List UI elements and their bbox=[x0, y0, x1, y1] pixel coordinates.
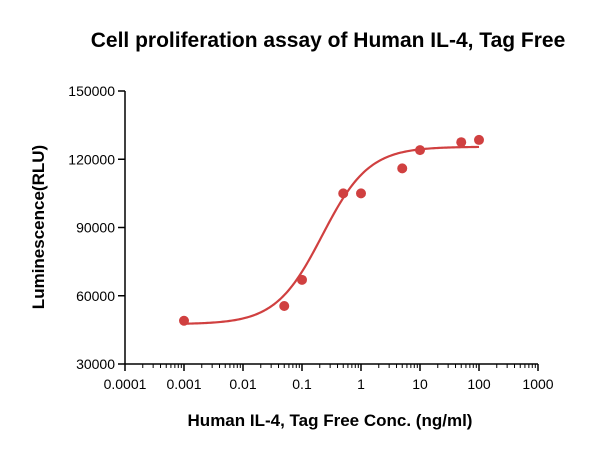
y-tick-label: 150000 bbox=[68, 83, 115, 99]
y-axis-title: Luminescence(RLU) bbox=[29, 145, 48, 309]
data-point bbox=[338, 188, 349, 199]
data-point bbox=[474, 134, 484, 145]
x-tick-label: 0.01 bbox=[229, 376, 256, 392]
y-tick-label: 120000 bbox=[68, 151, 115, 167]
x-tick-label: 100 bbox=[467, 376, 491, 392]
y-axis-ticks: 30000 60000 90000 120000 150000 bbox=[68, 83, 125, 372]
fit-curve bbox=[183, 145, 480, 325]
data-point bbox=[297, 274, 307, 285]
x-tick-label: 1000 bbox=[522, 376, 553, 392]
data-points bbox=[179, 134, 484, 326]
x-tick-label: 0.0001 bbox=[104, 376, 147, 392]
x-tick-label: 0.001 bbox=[166, 376, 201, 392]
data-point bbox=[397, 163, 408, 174]
x-tick-label: 10 bbox=[412, 376, 428, 392]
x-axis-title: Human IL-4, Tag Free Conc. (ng/ml) bbox=[188, 411, 473, 430]
data-point bbox=[415, 145, 425, 156]
x-axis-ticks: 0.0001 0.001 0.01 0.1 1 10 100 1000 bbox=[104, 364, 554, 392]
data-point bbox=[279, 300, 290, 311]
data-point bbox=[456, 137, 467, 148]
chart-title: Cell proliferation assay of Human IL-4, … bbox=[91, 29, 566, 52]
data-point bbox=[179, 315, 189, 326]
y-tick-label: 90000 bbox=[76, 220, 115, 236]
y-tick-label: 60000 bbox=[76, 288, 115, 304]
y-tick-label: 30000 bbox=[76, 356, 115, 372]
data-point bbox=[356, 188, 366, 199]
x-tick-label: 1 bbox=[357, 376, 365, 392]
x-tick-label: 0.1 bbox=[292, 376, 312, 392]
